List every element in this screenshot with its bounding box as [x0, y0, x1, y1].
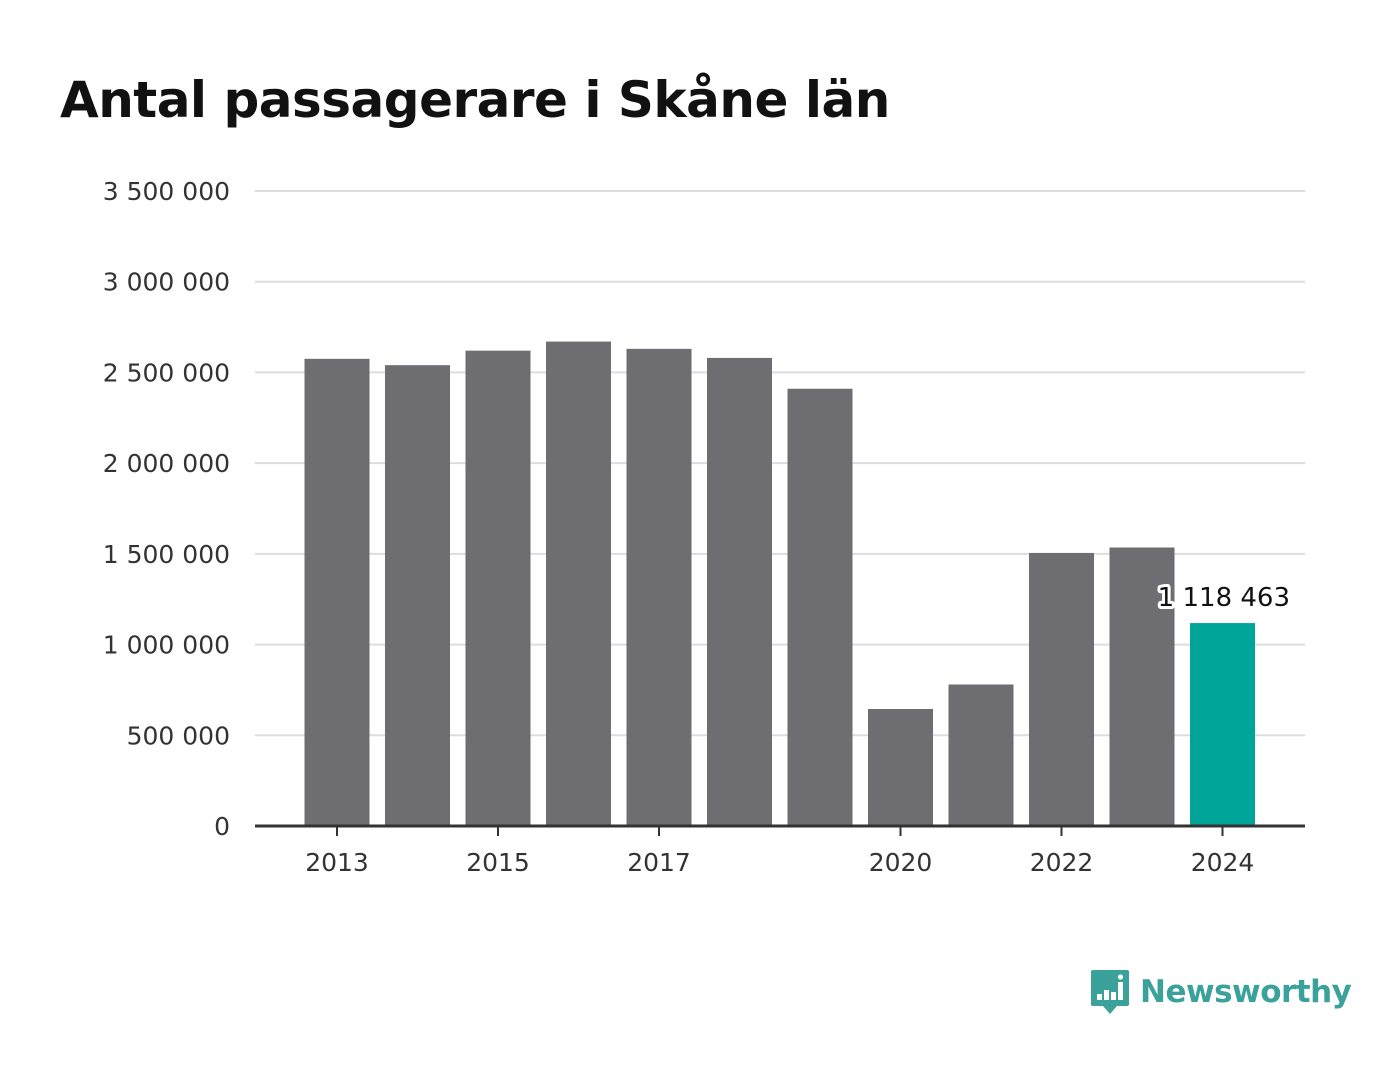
data-label-2024: 1 118 463 [1158, 583, 1290, 613]
bars [304, 341, 1255, 826]
bar-2024 [1190, 623, 1255, 826]
bar-2023 [1109, 547, 1175, 826]
newsworthy-logo: Newsworthy [1090, 968, 1352, 1016]
y-axis-tick-labels: 0 500 000 1 000 000 1 500 000 2 000 000 2 500… [103, 177, 230, 841]
bar-2019 [787, 388, 853, 826]
data-labels: 1 118 463 [1155, 580, 1293, 616]
y-tick-label: 3 000 000 [103, 268, 230, 297]
x-tick-label: 2017 [627, 848, 691, 877]
x-tick-label: 2020 [869, 848, 933, 877]
y-tick-label: 500 000 [127, 721, 230, 750]
x-tick-label: 2015 [466, 848, 530, 877]
y-tick-label: 0 [214, 812, 230, 841]
brand-name: Newsworthy [1140, 974, 1352, 1010]
bar-2021 [948, 684, 1014, 826]
bar-2014 [385, 365, 450, 826]
bar-2017 [626, 348, 692, 826]
bar-chart-speech-bubble-icon [1091, 970, 1129, 1014]
x-tick-label: 2022 [1030, 848, 1094, 877]
y-tick-label: 2 000 000 [103, 449, 230, 478]
y-tick-label: 3 500 000 [103, 177, 230, 206]
bar-2013 [304, 358, 370, 826]
y-tick-label: 2 500 000 [103, 358, 230, 387]
y-tick-label: 1 500 000 [103, 540, 230, 569]
bar-2020 [868, 708, 933, 826]
bar-2018 [707, 357, 772, 826]
bar-2022 [1029, 552, 1094, 826]
y-tick-label: 1 000 000 [103, 631, 230, 660]
bar-2016 [546, 341, 611, 826]
x-tick-label: 2024 [1191, 848, 1255, 877]
x-tick-label: 2013 [305, 848, 369, 877]
bar-2015 [465, 350, 531, 826]
x-axis-ticks: 2013 2015 2017 2020 2022 2024 [305, 826, 1254, 877]
chart-title: Antal passagerare i Skåne län [60, 71, 890, 129]
